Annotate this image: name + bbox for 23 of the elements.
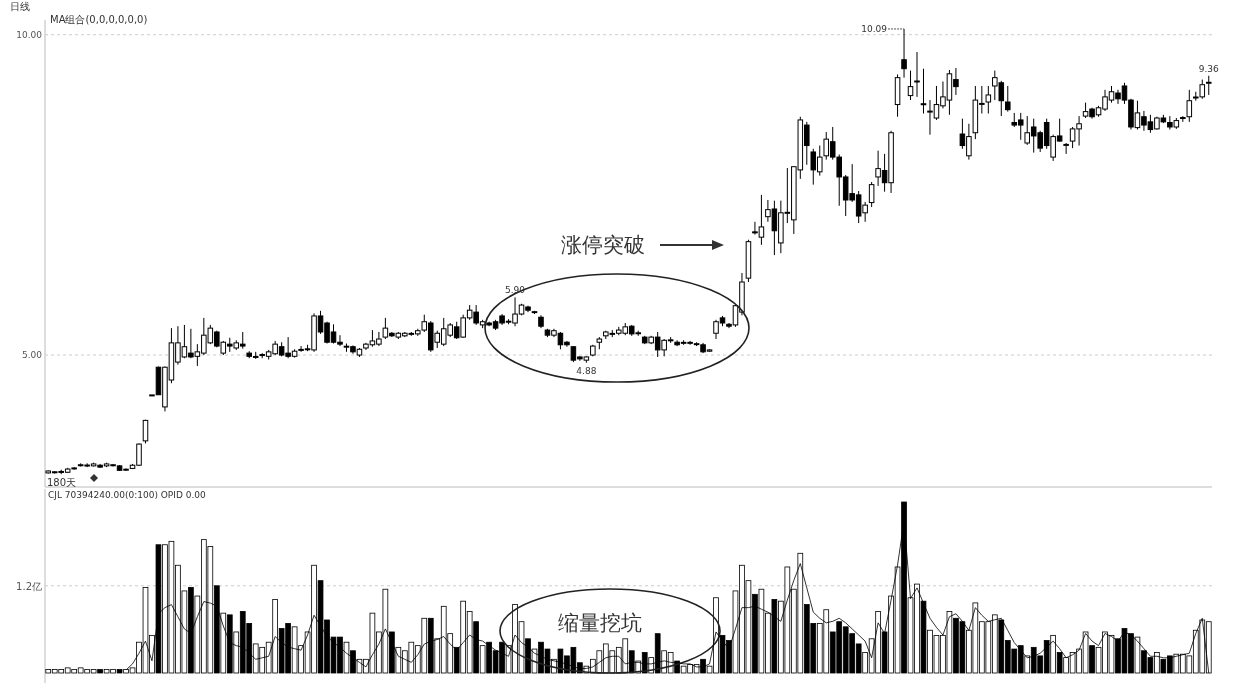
candlestick: [1063, 142, 1069, 155]
annotation: 9.36: [1198, 63, 1220, 74]
y-tick-label: 5.00: [21, 350, 43, 361]
candlestick: [868, 181, 875, 208]
candlestick: [1186, 89, 1193, 123]
annotation: 缩量挖坑: [558, 611, 642, 635]
annotation: 4.88: [576, 365, 597, 376]
candlestick: [1205, 75, 1212, 96]
annotation: 180天: [47, 477, 77, 488]
candlestick: [1005, 85, 1011, 113]
candlestick: [985, 85, 992, 115]
chart-title: CJL 70394240.00(0:100) OPID 0.00: [48, 490, 207, 500]
candlestick: [920, 68, 927, 115]
annotation: 5.90: [505, 285, 526, 296]
chart-title: 日线: [10, 1, 30, 12]
chart-subtitle: MA组合(0,0,0,0,0,0): [50, 14, 148, 25]
annotation: 涨停突破: [561, 233, 645, 257]
annotation: 10.09: [861, 23, 888, 34]
candlestick: [914, 51, 920, 98]
ref-line-label: 1.2亿: [16, 580, 42, 592]
y-tick-label: 10.00: [16, 29, 43, 40]
candlestick: [907, 70, 914, 101]
candlestick: [901, 28, 907, 79]
